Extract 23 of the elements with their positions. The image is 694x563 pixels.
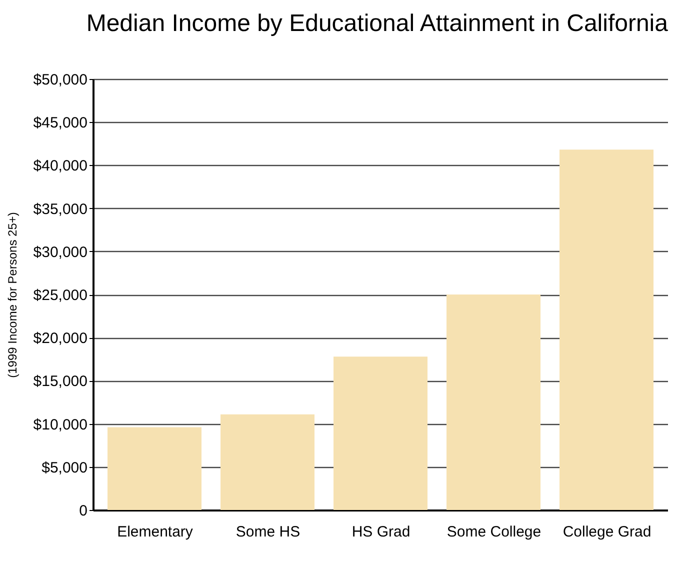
bar bbox=[220, 414, 314, 510]
x-tick-label: College Grad bbox=[562, 524, 652, 540]
y-tick-label: $40,000 bbox=[33, 158, 88, 175]
y-tick-label: $5,000 bbox=[42, 459, 88, 476]
y-tick-label: $15,000 bbox=[33, 373, 88, 390]
y-tick-label: $35,000 bbox=[33, 200, 88, 218]
x-tick-label: Some HS bbox=[236, 524, 300, 540]
bar bbox=[560, 150, 654, 510]
y-tick-label: $30,000 bbox=[33, 244, 88, 261]
bar bbox=[108, 427, 202, 510]
chart-title: Median Income by Educational Attainment in California bbox=[86, 10, 669, 37]
bar bbox=[446, 294, 540, 510]
y-tick-label: $20,000 bbox=[33, 330, 88, 348]
y-tick-label: $45,000 bbox=[33, 114, 88, 132]
x-tick-label: Some College bbox=[446, 524, 542, 540]
y-tick-label: $10,000 bbox=[33, 416, 88, 434]
x-tick-label: HS Grad bbox=[352, 524, 410, 540]
x-tick-label: Elementary bbox=[117, 524, 194, 540]
y-tick-label: $50,000 bbox=[33, 72, 88, 88]
y-axis-title: (1999 Income for Persons 25+) bbox=[5, 212, 20, 378]
y-tick-label: 0 bbox=[79, 502, 88, 520]
y-tick-label: $25,000 bbox=[33, 287, 88, 304]
bar bbox=[334, 356, 428, 510]
